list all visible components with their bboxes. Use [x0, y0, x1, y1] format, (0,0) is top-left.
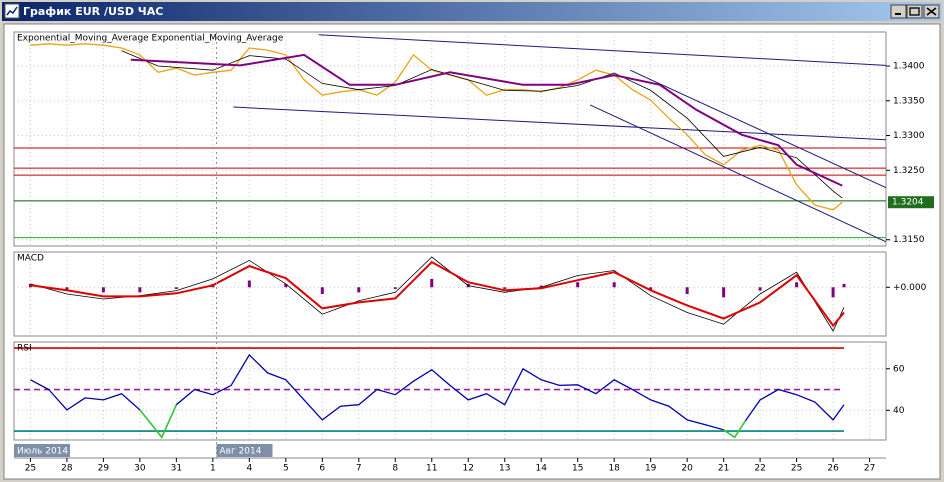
- x-tick-label: 20: [681, 464, 693, 474]
- x-tick-label: 8: [392, 464, 398, 474]
- macd-panel: [13, 251, 887, 337]
- rsi-panel: [13, 341, 887, 441]
- panel-title: RSI: [17, 344, 32, 354]
- x-tick-label: 29: [98, 464, 110, 474]
- trend-line: [318, 34, 886, 66]
- title-bar: [2, 2, 942, 21]
- x-tick-label: 12: [463, 464, 474, 474]
- x-tick-label: 22: [754, 464, 765, 474]
- trend-line: [630, 69, 886, 189]
- panel-title: Exponential_Moving_Average Exponential_M…: [17, 34, 284, 44]
- low-segment: [723, 420, 747, 439]
- histogram-bar: [758, 287, 762, 291]
- y-tick-label: 1.3350: [893, 96, 925, 106]
- histogram-bar: [393, 287, 397, 289]
- x-tick-label: 26: [827, 464, 839, 474]
- x-tick-label: 1: [210, 464, 216, 474]
- x-tick-label: 7: [356, 464, 362, 474]
- x-tick-label: 6: [319, 464, 325, 474]
- trend-line: [233, 106, 886, 141]
- x-tick-label: 11: [426, 464, 437, 474]
- last-value-label: 1.3204: [892, 198, 924, 208]
- y-tick-label: 1.3150: [893, 235, 925, 245]
- x-tick-label: 4: [246, 464, 252, 474]
- y-tick-label: 1.3250: [893, 166, 925, 176]
- trend-line: [589, 104, 886, 243]
- histogram-bar: [284, 283, 288, 288]
- x-tick-label: 19: [645, 464, 657, 474]
- panel-title: MACD: [17, 254, 44, 264]
- x-tick-label: 18: [608, 464, 620, 474]
- y-tick-label: 1.3400: [893, 62, 925, 72]
- histogram-bar: [612, 282, 616, 288]
- panel-plot: [14, 252, 886, 336]
- last-value-box: [888, 196, 934, 209]
- y-tick-label: 40: [893, 406, 905, 416]
- minimize-button[interactable]: [890, 4, 907, 19]
- x-tick-label: 25: [791, 464, 802, 474]
- y-tick-label: 1.3300: [893, 131, 925, 141]
- period-label-box: [14, 444, 70, 457]
- histogram-bar: [503, 287, 507, 289]
- series-line: [121, 50, 843, 199]
- x-tick-label: 30: [134, 464, 146, 474]
- series-line: [30, 43, 843, 211]
- histogram-bar: [101, 287, 105, 293]
- series-line: [30, 260, 845, 328]
- period-label: Авг 2014: [219, 447, 261, 457]
- window-icon: [4, 3, 20, 19]
- histogram-bar: [65, 287, 69, 291]
- period-label-box: [216, 444, 273, 457]
- x-tick-label: 31: [171, 464, 182, 474]
- histogram-bar: [138, 287, 142, 293]
- x-tick-label: 25: [25, 464, 36, 474]
- histogram-bar: [539, 285, 543, 288]
- histogram-bar: [722, 287, 726, 298]
- x-tick-label: 14: [535, 464, 547, 474]
- y-tick-label: 60: [893, 364, 905, 374]
- period-label: Июль 2014: [17, 447, 68, 457]
- panel-plot: [14, 32, 886, 246]
- histogram-bar: [174, 287, 178, 289]
- low-segment: [139, 404, 178, 439]
- x-tick-label: 21: [718, 464, 729, 474]
- price-panel: [13, 31, 887, 247]
- x-tick-label: 13: [499, 464, 510, 474]
- histogram-bar: [357, 287, 361, 293]
- series-line: [130, 53, 843, 187]
- panel-plot: [14, 342, 886, 440]
- y-tick-label: +0.000: [893, 283, 927, 293]
- x-tick-label: 27: [864, 464, 875, 474]
- histogram-bar: [795, 282, 799, 288]
- window-title: График EUR /USD ЧАС: [23, 5, 163, 18]
- close-button[interactable]: [923, 4, 940, 19]
- x-tick-label: 15: [572, 464, 583, 474]
- histogram-bar: [247, 280, 251, 288]
- histogram-bar: [685, 287, 689, 294]
- histogram-bar: [430, 278, 434, 288]
- histogram-bar: [831, 287, 835, 298]
- maximize-button[interactable]: [906, 4, 923, 19]
- x-tick-label: 5: [283, 464, 289, 474]
- histogram-bar: [649, 287, 653, 291]
- histogram-bar: [842, 283, 846, 288]
- histogram-bar: [320, 287, 324, 294]
- histogram-bar: [576, 282, 580, 288]
- x-tick-label: 28: [61, 464, 73, 474]
